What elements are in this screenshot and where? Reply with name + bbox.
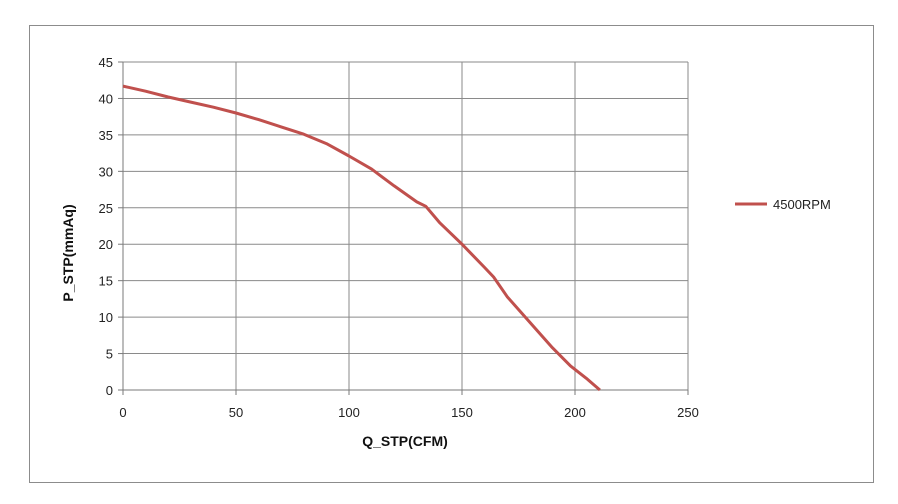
y-tick-label: 20 xyxy=(99,237,113,252)
x-tick-label: 50 xyxy=(229,405,243,420)
y-tick-label: 40 xyxy=(99,91,113,106)
axes xyxy=(118,61,689,395)
y-tick-label: 15 xyxy=(99,274,113,289)
x-tick-label: 250 xyxy=(677,405,699,420)
y-tick-label: 35 xyxy=(99,128,113,143)
chart-frame xyxy=(29,25,874,483)
legend-label-4500rpm: 4500RPM xyxy=(773,197,831,212)
x-tick-label: 200 xyxy=(564,405,586,420)
series-lines xyxy=(122,84,601,392)
y-tick-label: 0 xyxy=(106,383,113,398)
x-tick-labels: 0 50 100 150 200 250 xyxy=(119,405,698,420)
y-axis-title: P_STP(mmAq) xyxy=(60,204,76,301)
legend: 4500RPM xyxy=(735,197,831,212)
x-tick-label: 0 xyxy=(119,405,126,420)
y-tick-label: 5 xyxy=(106,347,113,362)
x-tick-label: 150 xyxy=(451,405,473,420)
y-tick-label: 45 xyxy=(99,55,113,70)
x-axis-title: Q_STP(CFM) xyxy=(362,433,448,449)
y-tick-label: 25 xyxy=(99,201,113,216)
x-tick-label: 100 xyxy=(338,405,360,420)
y-tick-label: 30 xyxy=(99,164,113,179)
y-tick-labels: 0 5 10 15 20 25 30 35 40 45 xyxy=(99,55,113,398)
y-tick-label: 10 xyxy=(99,310,113,325)
series-line-4500rpm xyxy=(122,84,601,392)
gridlines xyxy=(123,61,689,390)
